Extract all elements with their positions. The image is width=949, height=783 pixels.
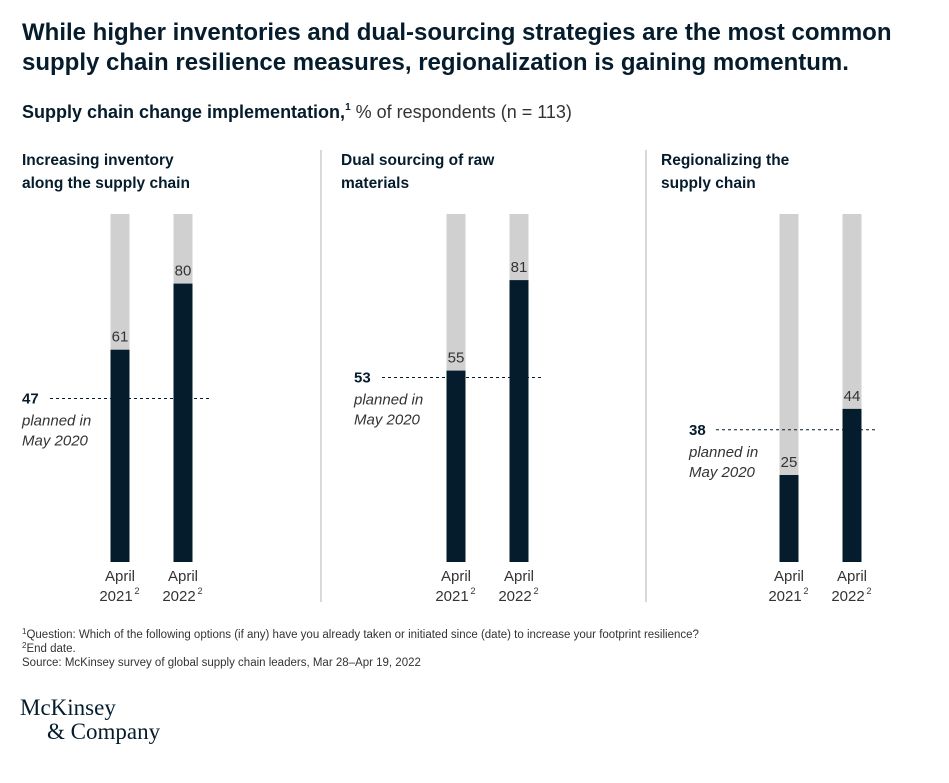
panel-3-title-line-2: supply chain [661, 175, 756, 192]
panel-2-x-label-bottom-1: 2021 [435, 588, 468, 605]
footnote-question: 1Question: Which of the following option… [22, 628, 699, 642]
panel-1-value-label-1: 61 [112, 329, 129, 346]
panel-2-value-label-2: 81 [511, 259, 528, 276]
logo-line-1: McKinsey [20, 695, 116, 720]
panel-3-planned-value: 38 [689, 422, 706, 439]
subtitle-unit: % of respondents (n = 113) [350, 102, 572, 122]
panel-3-bar-1 [779, 475, 799, 562]
headline: While higher inventories and dual-sourci… [22, 18, 922, 78]
panel-2-x-label-top-1: April [441, 568, 471, 585]
panel-1-title-line-2: along the supply chain [22, 175, 190, 192]
footnote-end-text: End date. [26, 643, 76, 655]
panel-1-x-label-top-1: April [105, 568, 135, 585]
panel-2-value-label-1: 55 [448, 350, 465, 367]
panel-2-title-line-2: materials [341, 175, 409, 192]
panel-1-bar-1 [110, 349, 130, 562]
panel-1-x-label-sup-2: 2 [197, 586, 202, 596]
panel-1-x-label-top-2: April [168, 568, 198, 585]
panel-3-x-label-sup-2: 2 [866, 586, 871, 596]
panel-3-value-label-2: 44 [844, 388, 861, 405]
chart-subtitle: Supply chain change implementation,1 % o… [22, 100, 572, 124]
panel-2-title-line-1: Dual sourcing of raw [341, 152, 495, 169]
footnote-question-text: Question: Which of the following options… [26, 629, 699, 641]
panel-1-planned-label-line-1: planned in [21, 412, 91, 429]
panel-1-value-label-2: 80 [175, 263, 192, 280]
footnote-end-date: 2End date. [22, 642, 699, 656]
footnote-mark-2: 2 [22, 641, 27, 650]
panel-1-planned-label-line-2: May 2020 [22, 432, 89, 449]
panel-1-x-label-bottom-2: 2022 [162, 588, 195, 605]
panel-2-bar-2 [509, 280, 529, 562]
panel-1-title-line-1: Increasing inventory [22, 152, 174, 169]
panel-2-x-label-sup-1: 2 [470, 586, 475, 596]
panel-2-planned-value: 53 [354, 370, 371, 387]
panel-3-planned-label-line-2: May 2020 [689, 464, 756, 481]
panel-2-x-label-bottom-2: 2022 [498, 588, 531, 605]
panel-1-bar-2 [173, 283, 193, 562]
headline-line-1: While higher inventories and dual-sourci… [22, 19, 892, 46]
logo-line-2: & Company [47, 719, 161, 744]
footnote-mark-1: 1 [22, 627, 27, 636]
panel-3-value-label-1: 25 [781, 454, 798, 471]
subtitle-label: Supply chain change implementation, [22, 102, 346, 122]
panel-2-bar-1 [446, 370, 466, 562]
subtitle-footnote-mark: 1 [345, 102, 351, 113]
panel-2-x-label-top-2: April [504, 568, 534, 585]
panel-3-x-label-top-1: April [774, 568, 804, 585]
mckinsey-logo: McKinsey & Company [20, 696, 160, 744]
panel-3-x-label-bottom-2: 2022 [831, 588, 864, 605]
panel-3-planned-label-line-1: planned in [688, 444, 758, 461]
footnotes: 1Question: Which of the following option… [22, 628, 699, 670]
panel-2-x-label-sup-2: 2 [533, 586, 538, 596]
panel-1-planned-value: 47 [22, 390, 39, 407]
panel-3-bar-2 [842, 408, 862, 562]
footnote-source: Source: McKinsey survey of global supply… [22, 657, 421, 669]
panel-3-title-line-1: Regionalizing the [661, 152, 790, 169]
panel-2-planned-label-line-1: planned in [353, 392, 423, 409]
panel-2-planned-label-line-2: May 2020 [354, 412, 421, 429]
panel-3-x-label-top-2: April [837, 568, 867, 585]
panel-3-x-label-sup-1: 2 [803, 586, 808, 596]
chart-area: Increasing inventory along the supply cha… [21, 150, 878, 605]
panel-1-x-label-bottom-1: 2021 [99, 588, 132, 605]
panel-1-x-label-sup-1: 2 [134, 586, 139, 596]
headline-line-2: supply chain resilience measures, region… [22, 49, 849, 76]
chart-svg: Increasing inventory along the supply cha… [21, 150, 878, 605]
panel-3-x-label-bottom-1: 2021 [768, 588, 801, 605]
